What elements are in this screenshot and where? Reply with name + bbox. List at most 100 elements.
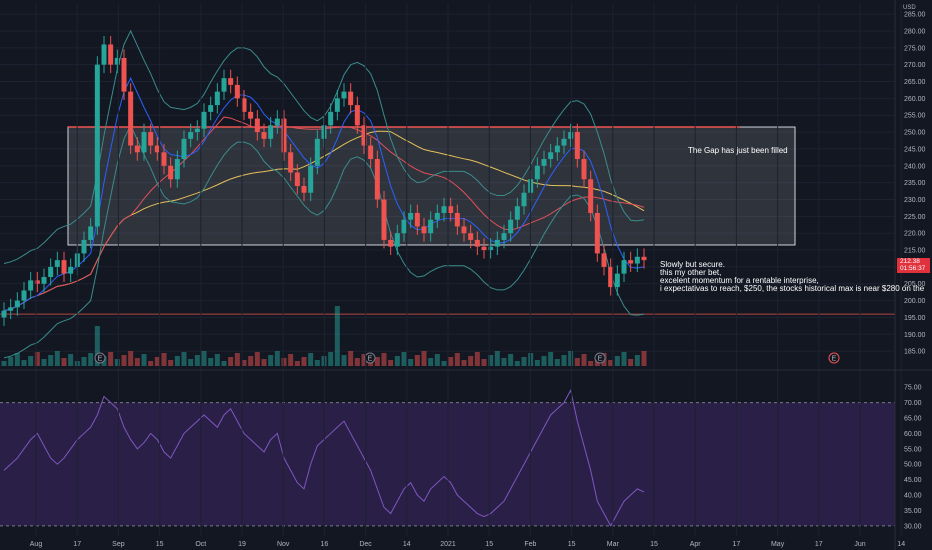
rsi-tick-label: 50.00 [904, 462, 922, 469]
candle-body [421, 226, 427, 234]
volume-bar [121, 355, 127, 366]
volume-bar [34, 352, 40, 366]
volume-bar [88, 353, 94, 366]
candle-body [48, 266, 54, 277]
volume-bar [401, 352, 407, 366]
candle-body [28, 280, 34, 291]
volume-bar [194, 355, 200, 366]
price-tick-label: 240.00 [904, 163, 926, 170]
volume-bar [354, 358, 360, 366]
candle-body [454, 212, 460, 227]
earnings-marker [364, 352, 376, 364]
candle-body [101, 44, 107, 65]
candle-body [234, 84, 240, 99]
candle-body [548, 152, 554, 160]
candle-body [628, 260, 634, 264]
volume-bar [234, 353, 240, 366]
candle-body [248, 111, 254, 119]
time-tick-label: Sep [112, 541, 125, 548]
note-line-3: excelent momentum for a rentable interpr… [660, 276, 819, 285]
candle-body [188, 132, 194, 139]
volume-bar [201, 351, 207, 366]
volume-bar [474, 352, 480, 366]
volume-bar [441, 361, 447, 366]
candle-body [68, 266, 74, 274]
candle-body [488, 246, 494, 251]
candle-body [608, 266, 614, 288]
volume-bar [228, 357, 234, 366]
volume-bar [274, 351, 280, 366]
time-tick-label: May [771, 541, 785, 548]
candle-body [128, 91, 134, 146]
candle-body [354, 105, 360, 126]
time-tick-label: 17 [815, 541, 823, 548]
candle-body [408, 212, 414, 220]
candle-body [154, 145, 160, 153]
candle-body [168, 165, 174, 180]
volume-bar [94, 326, 100, 366]
volume-bar [154, 357, 160, 366]
volume-bar [14, 353, 20, 366]
candle-body [241, 98, 247, 112]
volume-bar [521, 357, 527, 366]
volume-bar [128, 351, 134, 366]
candle-body [614, 273, 620, 288]
rsi-tick-label: 65.00 [904, 416, 922, 423]
volume-bar [608, 360, 614, 366]
price-tick-label: 280.00 [904, 28, 926, 35]
candle-body [8, 307, 14, 311]
volume-bar [208, 358, 214, 366]
candle-body [181, 138, 187, 160]
volume-bar [174, 356, 180, 366]
candle-body [554, 145, 560, 153]
candle-body [54, 260, 60, 267]
candle-body [94, 64, 100, 227]
candle-body [328, 111, 334, 126]
time-tick-label: 2021 [440, 541, 456, 548]
time-tick-label: 15 [156, 541, 164, 548]
candle-body [561, 138, 567, 146]
volume-bar [288, 354, 294, 366]
volume-bar [28, 356, 34, 366]
time-tick-label: 14 [897, 541, 905, 548]
rsi-tick-label: 60.00 [904, 431, 922, 438]
price-tick-label: 285.00 [904, 12, 926, 19]
rsi-pane: 30.00 35.00 40.00 45.00 50.00 55.00 60.00 65.00… [0, 385, 922, 530]
volume-bar [374, 357, 380, 366]
candle-body [294, 172, 300, 186]
candle-body [194, 128, 200, 133]
candle-body [341, 91, 347, 99]
candle-body [588, 179, 594, 213]
volume-bar [81, 357, 87, 366]
volume-bar [448, 357, 454, 366]
time-tick-label: Dec [359, 541, 372, 548]
candle-body [208, 105, 214, 112]
time-tick-label: 15 [650, 541, 658, 548]
candle-body [261, 132, 267, 139]
candle-body [568, 132, 574, 139]
volume-bar [54, 351, 60, 366]
price-tick-label: 265.00 [904, 79, 926, 86]
volume-bar [168, 360, 174, 366]
candle-body [301, 186, 307, 193]
candle-body [508, 219, 514, 234]
volume-bar [408, 359, 414, 366]
volume-bar [541, 356, 547, 366]
candle-body [361, 125, 367, 146]
candle-body [288, 152, 294, 173]
earnings-marker-label: E [368, 356, 373, 363]
last-price-value: 212.38 [900, 258, 920, 265]
price-tick-label: 200.00 [904, 298, 926, 305]
volume-bar [294, 361, 300, 366]
time-tick-label: Jun [854, 541, 865, 548]
candle-body [161, 152, 167, 166]
volume-bar [641, 351, 647, 366]
volume-bar [114, 359, 120, 366]
volume-bar [301, 357, 307, 366]
volume-bar [568, 351, 574, 366]
earnings-marker-label: E [832, 356, 837, 363]
candle-body [394, 233, 400, 247]
gap-note: The Gap has just been filled [688, 146, 788, 155]
volume-bar [494, 351, 500, 366]
